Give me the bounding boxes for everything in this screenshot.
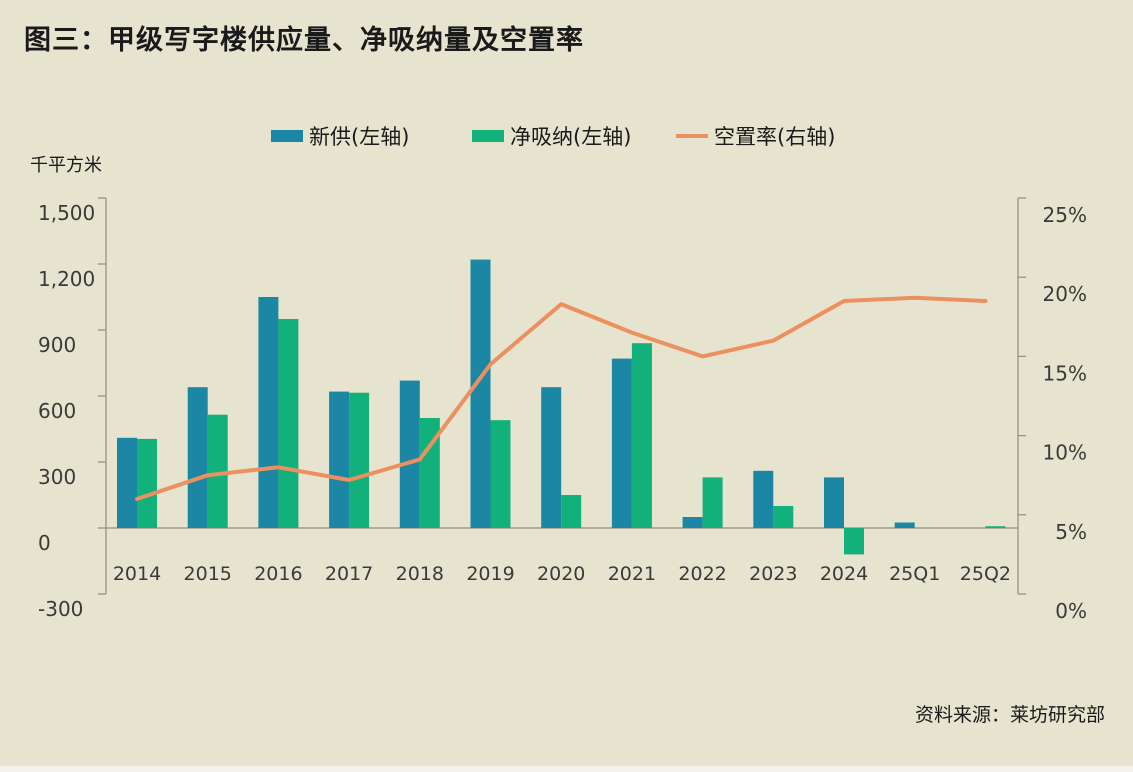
left-tick-label: 600 — [38, 399, 76, 423]
right-tick-label: 25% — [1043, 203, 1087, 227]
x-tick-label: 2022 — [678, 563, 726, 585]
legend-new-supply-label: 新供(左轴) — [309, 125, 409, 149]
source-note: 资料来源：莱坊研究部 — [914, 704, 1105, 726]
x-tick-label: 2023 — [749, 563, 797, 585]
vacancy-rate-line — [135, 295, 988, 501]
new-supply-bar — [187, 387, 208, 528]
chart-title: 图三：甲级写字楼供应量、净吸纳量及空置率 — [24, 25, 584, 56]
net-absorption-bar — [137, 438, 157, 528]
net-absorption-bar — [561, 495, 582, 528]
legend-net-absorption-label: 净吸纳(左轴) — [510, 125, 631, 149]
x-tick-label: 2016 — [254, 563, 302, 585]
bars-group — [117, 259, 1006, 555]
x-tick-label: 2017 — [325, 563, 373, 585]
left-tick-label: 300 — [38, 465, 76, 489]
x-tick-label: 2024 — [820, 563, 868, 585]
right-tick-label: 15% — [1043, 361, 1087, 385]
left-tick-label: 0 — [38, 531, 51, 555]
tick-labels: -300 0 300 600 900 1,200 1,500 0% 5% 10% 15% 20% 25%… — [30, 155, 1087, 623]
net-absorption-bar — [702, 477, 723, 528]
legend: 新供(左轴) 净吸纳(左轴) 空置率(右轴) — [271, 125, 835, 149]
new-supply-bar — [824, 477, 844, 528]
left-tick-label: 900 — [38, 333, 76, 357]
x-tick-label: 25Q2 — [960, 563, 1011, 585]
x-tick-label: 2014 — [113, 563, 161, 585]
legend-vacancy-rate-label: 空置率(右轴) — [714, 125, 835, 149]
net-absorption-bar — [844, 528, 864, 555]
right-tick-label: 10% — [1043, 441, 1087, 465]
new-supply-bar — [258, 297, 279, 528]
axes — [98, 197, 1026, 595]
x-tick-label: 2020 — [537, 563, 585, 585]
left-tick-label: 1,200 — [38, 267, 95, 291]
new-supply-bar — [611, 358, 632, 528]
net-absorption-bar — [985, 526, 1006, 528]
new-supply-bar — [894, 522, 915, 528]
new-supply-bar — [117, 437, 137, 528]
right-tick-label: 0% — [1055, 599, 1087, 623]
net-absorption-bar — [207, 414, 228, 528]
net-absorption-bar — [773, 506, 794, 528]
right-tick-label: 20% — [1043, 282, 1087, 306]
net-absorption-bar — [490, 420, 511, 528]
net-absorption-bar — [419, 418, 440, 528]
legend-net-absorption-swatch — [472, 130, 504, 142]
net-absorption-bar — [631, 343, 652, 528]
x-tick-label: 25Q1 — [889, 563, 940, 585]
net-absorption-bar — [278, 319, 299, 528]
new-supply-bar — [753, 470, 774, 528]
x-tick-label: 2015 — [184, 563, 232, 585]
new-supply-bar — [399, 380, 420, 528]
vacancy-line-group — [135, 295, 988, 501]
x-tick-label: 2018 — [396, 563, 444, 585]
left-axis-unit: 千平方米 — [30, 155, 102, 176]
net-absorption-bar — [349, 392, 370, 528]
x-tick-label: 2019 — [466, 563, 514, 585]
right-tick-label: 5% — [1055, 520, 1087, 544]
new-supply-bar — [682, 517, 703, 528]
new-supply-bar — [329, 391, 350, 528]
new-supply-bar — [470, 259, 491, 528]
left-tick-label: -300 — [38, 597, 83, 621]
x-tick-label: 2021 — [608, 563, 656, 585]
new-supply-bar — [541, 387, 562, 528]
left-tick-label: 1,500 — [38, 201, 95, 225]
legend-new-supply-swatch — [271, 130, 303, 142]
bottom-strip — [0, 766, 1133, 772]
